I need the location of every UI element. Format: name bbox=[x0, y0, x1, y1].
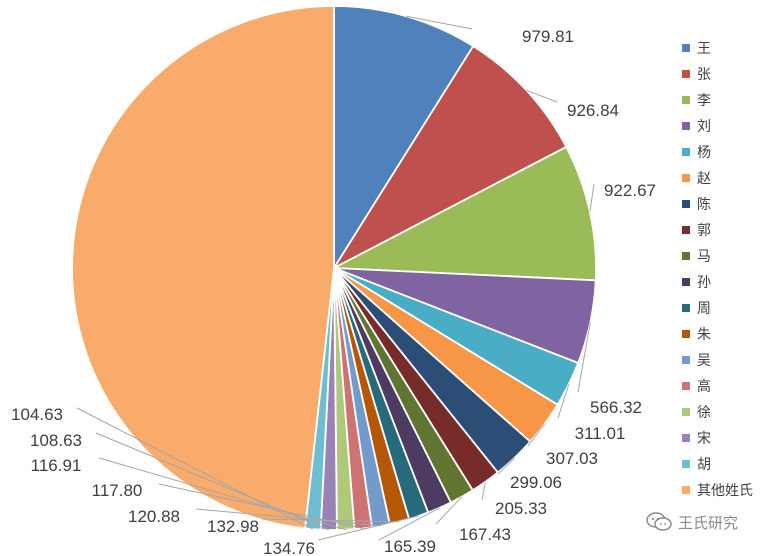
data-label: 299.06 bbox=[510, 473, 562, 492]
pie-slice bbox=[71, 5, 335, 530]
legend-swatch bbox=[682, 356, 690, 364]
legend-label: 朱 bbox=[697, 327, 711, 343]
legend-label: 郭 bbox=[697, 222, 711, 239]
data-label: 307.03 bbox=[546, 449, 598, 468]
leader-line bbox=[481, 481, 486, 501]
legend-swatch bbox=[682, 486, 690, 494]
legend-label: 赵 bbox=[697, 171, 711, 187]
legend-label: 徐 bbox=[697, 405, 711, 421]
legend-label: 宋 bbox=[697, 431, 711, 447]
pie-slices bbox=[71, 5, 597, 531]
legend-label: 王 bbox=[697, 41, 711, 57]
data-label: 979.81 bbox=[522, 27, 574, 46]
leader-line bbox=[577, 322, 591, 393]
data-label: 167.43 bbox=[459, 525, 511, 544]
leader-line bbox=[589, 183, 595, 212]
watermark: 王氏研究 bbox=[646, 508, 738, 536]
pie-slice bbox=[330, 145, 597, 282]
data-label: 132.98 bbox=[207, 517, 259, 536]
legend-label: 其他姓氏 bbox=[697, 483, 753, 499]
data-label: 104.63 bbox=[11, 405, 63, 424]
leader-line bbox=[526, 89, 558, 103]
data-labels: 979.81 926.84 922.67 566.32 311.01 307.03 299.… bbox=[11, 27, 656, 556]
pie-slice bbox=[331, 44, 568, 271]
legend-swatch bbox=[682, 44, 690, 52]
legend-label: 杨 bbox=[697, 145, 711, 161]
data-label: 922.67 bbox=[604, 181, 656, 200]
legend-swatch bbox=[682, 122, 690, 130]
leader-line bbox=[261, 518, 400, 523]
legend-swatch bbox=[682, 174, 690, 182]
leader-line bbox=[527, 423, 546, 447]
legend-swatch bbox=[682, 408, 690, 416]
legend-swatch bbox=[682, 200, 690, 208]
legend-swatch bbox=[682, 148, 690, 156]
legend-swatch bbox=[682, 434, 690, 442]
data-label: 926.84 bbox=[567, 101, 619, 120]
legend-label: 胡 bbox=[697, 457, 711, 473]
wechat-icon bbox=[646, 512, 672, 531]
legend-label: 高 bbox=[697, 378, 711, 395]
data-label: 116.91 bbox=[31, 456, 82, 475]
leader-line bbox=[497, 457, 516, 475]
leader-line bbox=[406, 15, 473, 30]
legend-label: 刘 bbox=[697, 119, 711, 135]
legend-swatch bbox=[682, 96, 690, 104]
legend-swatch bbox=[682, 278, 690, 286]
legend-label: 马 bbox=[697, 249, 711, 265]
data-label: 566.32 bbox=[590, 398, 642, 417]
data-label: 165.39 bbox=[384, 537, 436, 556]
leader-line bbox=[195, 508, 381, 527]
data-label: 108.63 bbox=[30, 431, 82, 450]
legend-swatch bbox=[682, 382, 690, 390]
legend-label: 周 bbox=[697, 301, 711, 317]
legend-swatch bbox=[682, 460, 690, 468]
legend-label: 孙 bbox=[697, 275, 711, 291]
legend-label: 张 bbox=[697, 67, 711, 83]
legend-label: 陈 bbox=[697, 196, 711, 213]
leader-line bbox=[435, 496, 463, 525]
leader-line bbox=[95, 432, 329, 531]
data-label: 120.88 bbox=[128, 507, 180, 526]
legend-swatch bbox=[682, 252, 690, 260]
leader-line bbox=[76, 407, 314, 530]
data-label: 205.33 bbox=[495, 499, 547, 518]
leader-line bbox=[98, 457, 346, 531]
legend-swatch bbox=[682, 304, 690, 312]
legend-label: 李 bbox=[697, 93, 711, 109]
leader-line bbox=[158, 483, 364, 529]
data-label: 134.76 bbox=[263, 539, 315, 556]
leader-lines bbox=[76, 15, 595, 541]
leader-line bbox=[378, 507, 440, 541]
watermark-text: 王氏研究 bbox=[678, 513, 739, 532]
leader-line bbox=[557, 384, 570, 419]
leader-line bbox=[317, 515, 419, 541]
legend-swatch bbox=[682, 330, 690, 338]
data-label: 117.80 bbox=[92, 481, 143, 500]
legend-swatch bbox=[682, 70, 690, 78]
legend-label: 吴 bbox=[697, 353, 711, 369]
legend-swatch bbox=[682, 226, 690, 234]
data-label: 311.01 bbox=[575, 424, 626, 443]
